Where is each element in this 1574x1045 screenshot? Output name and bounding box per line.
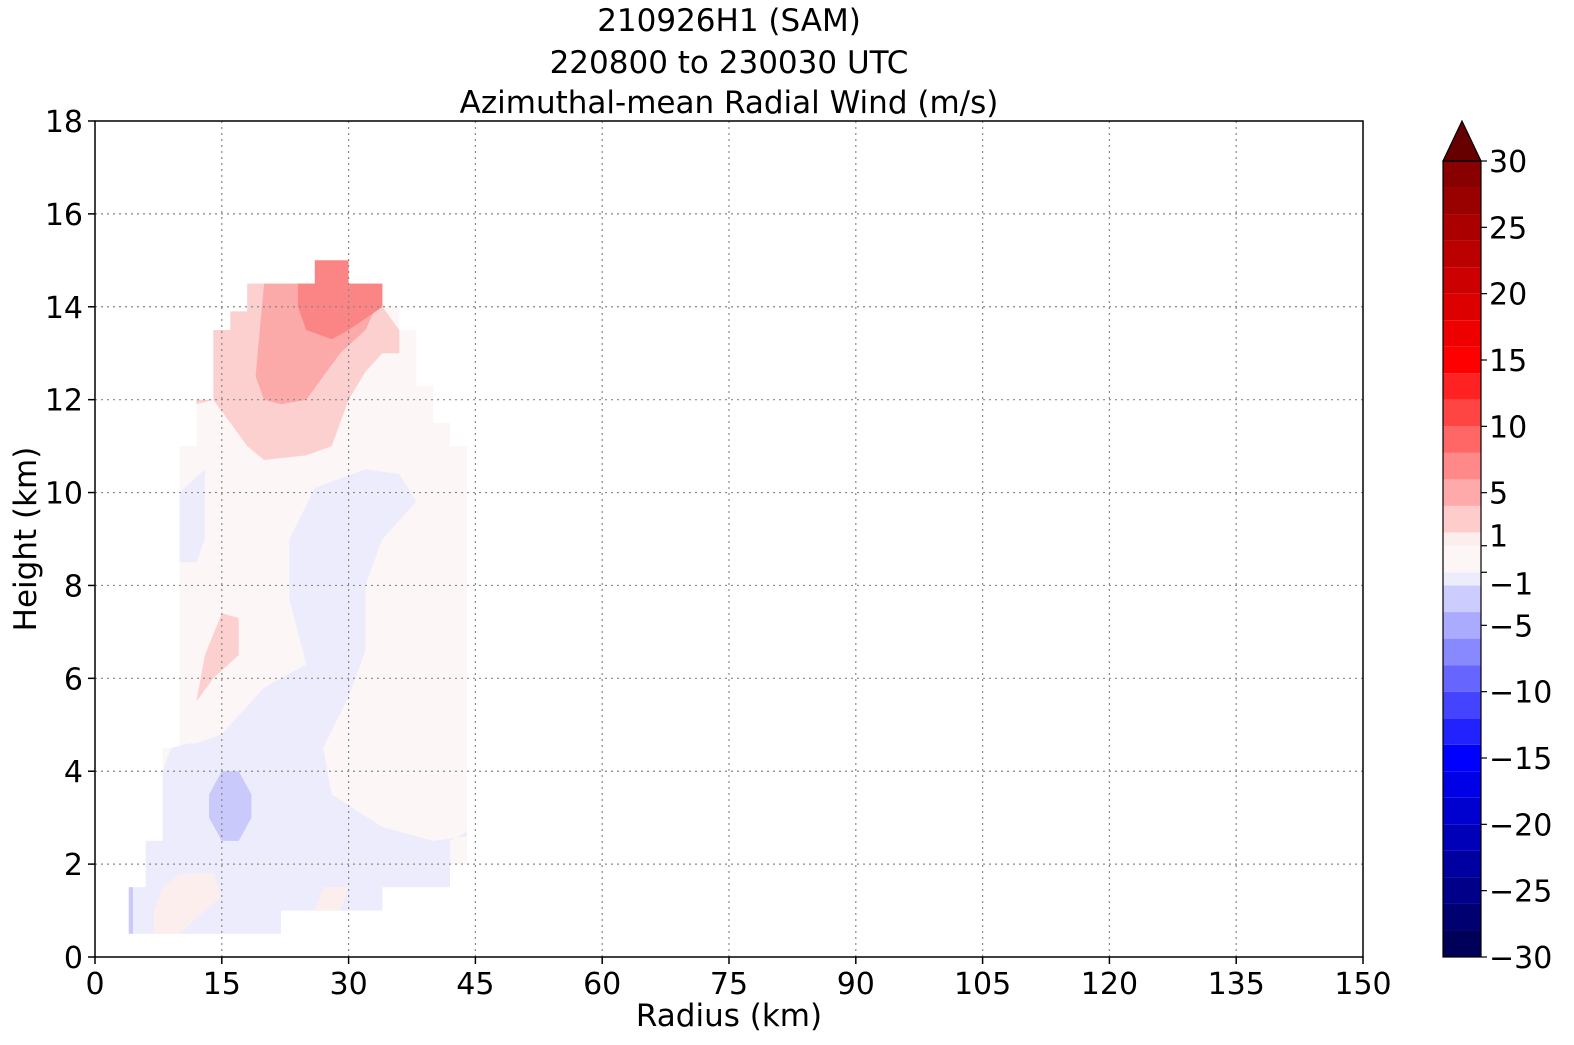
- colorbar-segment: [1443, 718, 1481, 745]
- colorbar-segment: [1443, 850, 1481, 878]
- x-tick-label: 30: [330, 967, 368, 1002]
- x-axis-label: Radius (km): [636, 998, 822, 1034]
- colorbar-segment: [1443, 267, 1481, 294]
- y-tick-label: 18: [45, 105, 83, 140]
- contour-region: [209, 771, 252, 841]
- x-tick-label: 15: [203, 967, 241, 1002]
- colorbar-segment: [1443, 426, 1481, 453]
- x-tick-label: 150: [1334, 967, 1391, 1002]
- x-tick-label: 60: [583, 967, 621, 1002]
- colorbar-segment: [1443, 930, 1481, 957]
- y-tick-label: 12: [45, 384, 83, 419]
- colorbar-segment: [1443, 293, 1481, 321]
- contour-region: [196, 613, 239, 702]
- colorbar-tick-label: 20: [1489, 278, 1527, 313]
- colorbar-segment: [1443, 187, 1481, 215]
- x-axis-ticks: 0 15 30 45 60 75 90 105 120 135 150: [85, 957, 1392, 1002]
- colorbar-segment: [1443, 585, 1481, 613]
- colorbar-segment: [1443, 572, 1481, 586]
- colorbar-tick-label: 30: [1489, 145, 1527, 180]
- colorbar-segment: [1443, 214, 1481, 241]
- colorbar-frame: [1442, 160, 1482, 958]
- colorbar-segment: [1443, 665, 1481, 692]
- colorbar-tick-label: −5: [1489, 609, 1533, 644]
- x-tick-label: 120: [1081, 967, 1138, 1002]
- y-tick-label: 16: [45, 198, 83, 233]
- colorbar-segment: [1443, 373, 1481, 400]
- colorbar-segment: [1443, 479, 1481, 506]
- chart-title-line-3: Azimuthal-mean Radial Wind (m/s): [459, 85, 999, 121]
- colorbar-segment: [1443, 452, 1481, 480]
- colorbar-segment: [1443, 824, 1481, 851]
- y-tick-label: 10: [45, 477, 83, 512]
- colorbar-segment: [1443, 346, 1481, 374]
- colorbar-segment: [1443, 744, 1481, 772]
- chart-title-line-1: 210926H1 (SAM): [597, 3, 861, 39]
- colorbar-segment: [1443, 797, 1481, 825]
- colorbar-segment: [1443, 612, 1481, 639]
- colorbar-segment: [1443, 161, 1481, 188]
- colorbar-segment: [1443, 877, 1481, 904]
- colorbar-tick-label: 15: [1489, 344, 1527, 379]
- colorbar-segment: [1443, 545, 1481, 573]
- colorbar-segment: [1443, 638, 1481, 666]
- y-axis-ticks: 0 2 4 6 8 10 12 14 16 18: [45, 105, 95, 976]
- colorbar-segment: [1443, 399, 1481, 427]
- colorbar-segment: [1443, 505, 1481, 533]
- colorbar-tick-label: −25: [1489, 875, 1552, 910]
- x-tick-label: 45: [456, 967, 494, 1002]
- colorbar-tick-label: −30: [1489, 941, 1552, 976]
- contour-region: [128, 887, 133, 934]
- y-tick-label: 4: [64, 755, 83, 790]
- y-tick-label: 0: [64, 941, 83, 976]
- colorbar-tick-label: −20: [1489, 808, 1552, 843]
- colorbar-segment: [1443, 771, 1481, 798]
- contour-region: [154, 873, 222, 934]
- y-tick-label: 6: [64, 662, 83, 697]
- contour-region: [297, 260, 383, 340]
- chart-title-line-2: 220800 to 230030 UTC: [549, 45, 909, 81]
- y-tick-label: 14: [45, 291, 83, 326]
- colorbar-tick-label: 25: [1489, 211, 1527, 246]
- colorbar-tick-label: −1: [1489, 567, 1533, 602]
- colorbar-tick-label: −10: [1489, 676, 1552, 711]
- x-tick-label: 90: [837, 967, 875, 1002]
- colorbar-tick-label: −15: [1489, 742, 1552, 777]
- x-tick-label: 0: [85, 967, 104, 1002]
- colorbar-segment: [1443, 691, 1481, 719]
- x-tick-label: 135: [1208, 967, 1265, 1002]
- colorbar-segment: [1443, 320, 1481, 347]
- colorbar-segment: [1443, 903, 1481, 931]
- y-tick-label: 8: [64, 569, 83, 604]
- contour-region: [314, 887, 349, 911]
- y-axis-label: Height (km): [8, 447, 44, 632]
- grid-lines: [95, 121, 1363, 957]
- colorbar-tick-label: 10: [1489, 410, 1527, 445]
- x-tick-label: 75: [710, 967, 748, 1002]
- colorbar-tick-label: 5: [1489, 477, 1508, 512]
- colorbar-segment: [1443, 240, 1481, 268]
- contour-fills: [128, 260, 467, 934]
- x-tick-label: 105: [954, 967, 1011, 1002]
- y-tick-label: 2: [64, 848, 83, 883]
- colorbar: 30 25 20 15 10 5 1 −1 −5 −10 −15 −20 −25 −30: [1442, 119, 1552, 976]
- colorbar-segment: [1443, 532, 1481, 546]
- colorbar-tick-label: 1: [1489, 520, 1508, 555]
- colorbar-extend-arrow: [1442, 119, 1482, 162]
